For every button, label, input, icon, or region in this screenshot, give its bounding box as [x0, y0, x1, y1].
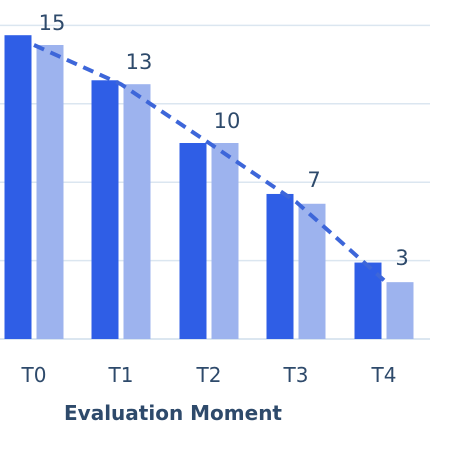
bars [4, 35, 414, 339]
data-label-t0: 15 [39, 11, 66, 35]
bar-series1-t2 [179, 143, 207, 339]
data-label-t4: 3 [395, 246, 408, 270]
bar-series2-t3 [298, 203, 326, 339]
bar-series1-t1 [91, 80, 119, 339]
x-tick-labels: T0 T1 T2 T3 T4 [21, 363, 397, 387]
data-label-t1: 13 [126, 50, 153, 74]
bar-series2-t0 [36, 45, 64, 339]
bar-series2-t1 [123, 84, 151, 339]
x-axis-title: Evaluation Moment [64, 401, 282, 425]
bar-series2-t4 [386, 282, 414, 339]
x-tick-label-t4: T4 [371, 363, 397, 387]
x-tick-label-t2: T2 [196, 363, 222, 387]
data-label-t2: 10 [214, 109, 241, 133]
data-labels: 15 13 10 7 3 [39, 11, 409, 270]
x-tick-label-t3: T3 [283, 363, 309, 387]
data-label-t3: 7 [307, 168, 320, 192]
bar-series1-t0 [4, 35, 32, 339]
trend-line [33, 43, 386, 282]
bar-series1-t3 [266, 193, 294, 339]
x-tick-label-t1: T1 [108, 363, 134, 387]
x-tick-label-t0: T0 [21, 363, 47, 387]
bar-series2-t2 [211, 143, 239, 339]
